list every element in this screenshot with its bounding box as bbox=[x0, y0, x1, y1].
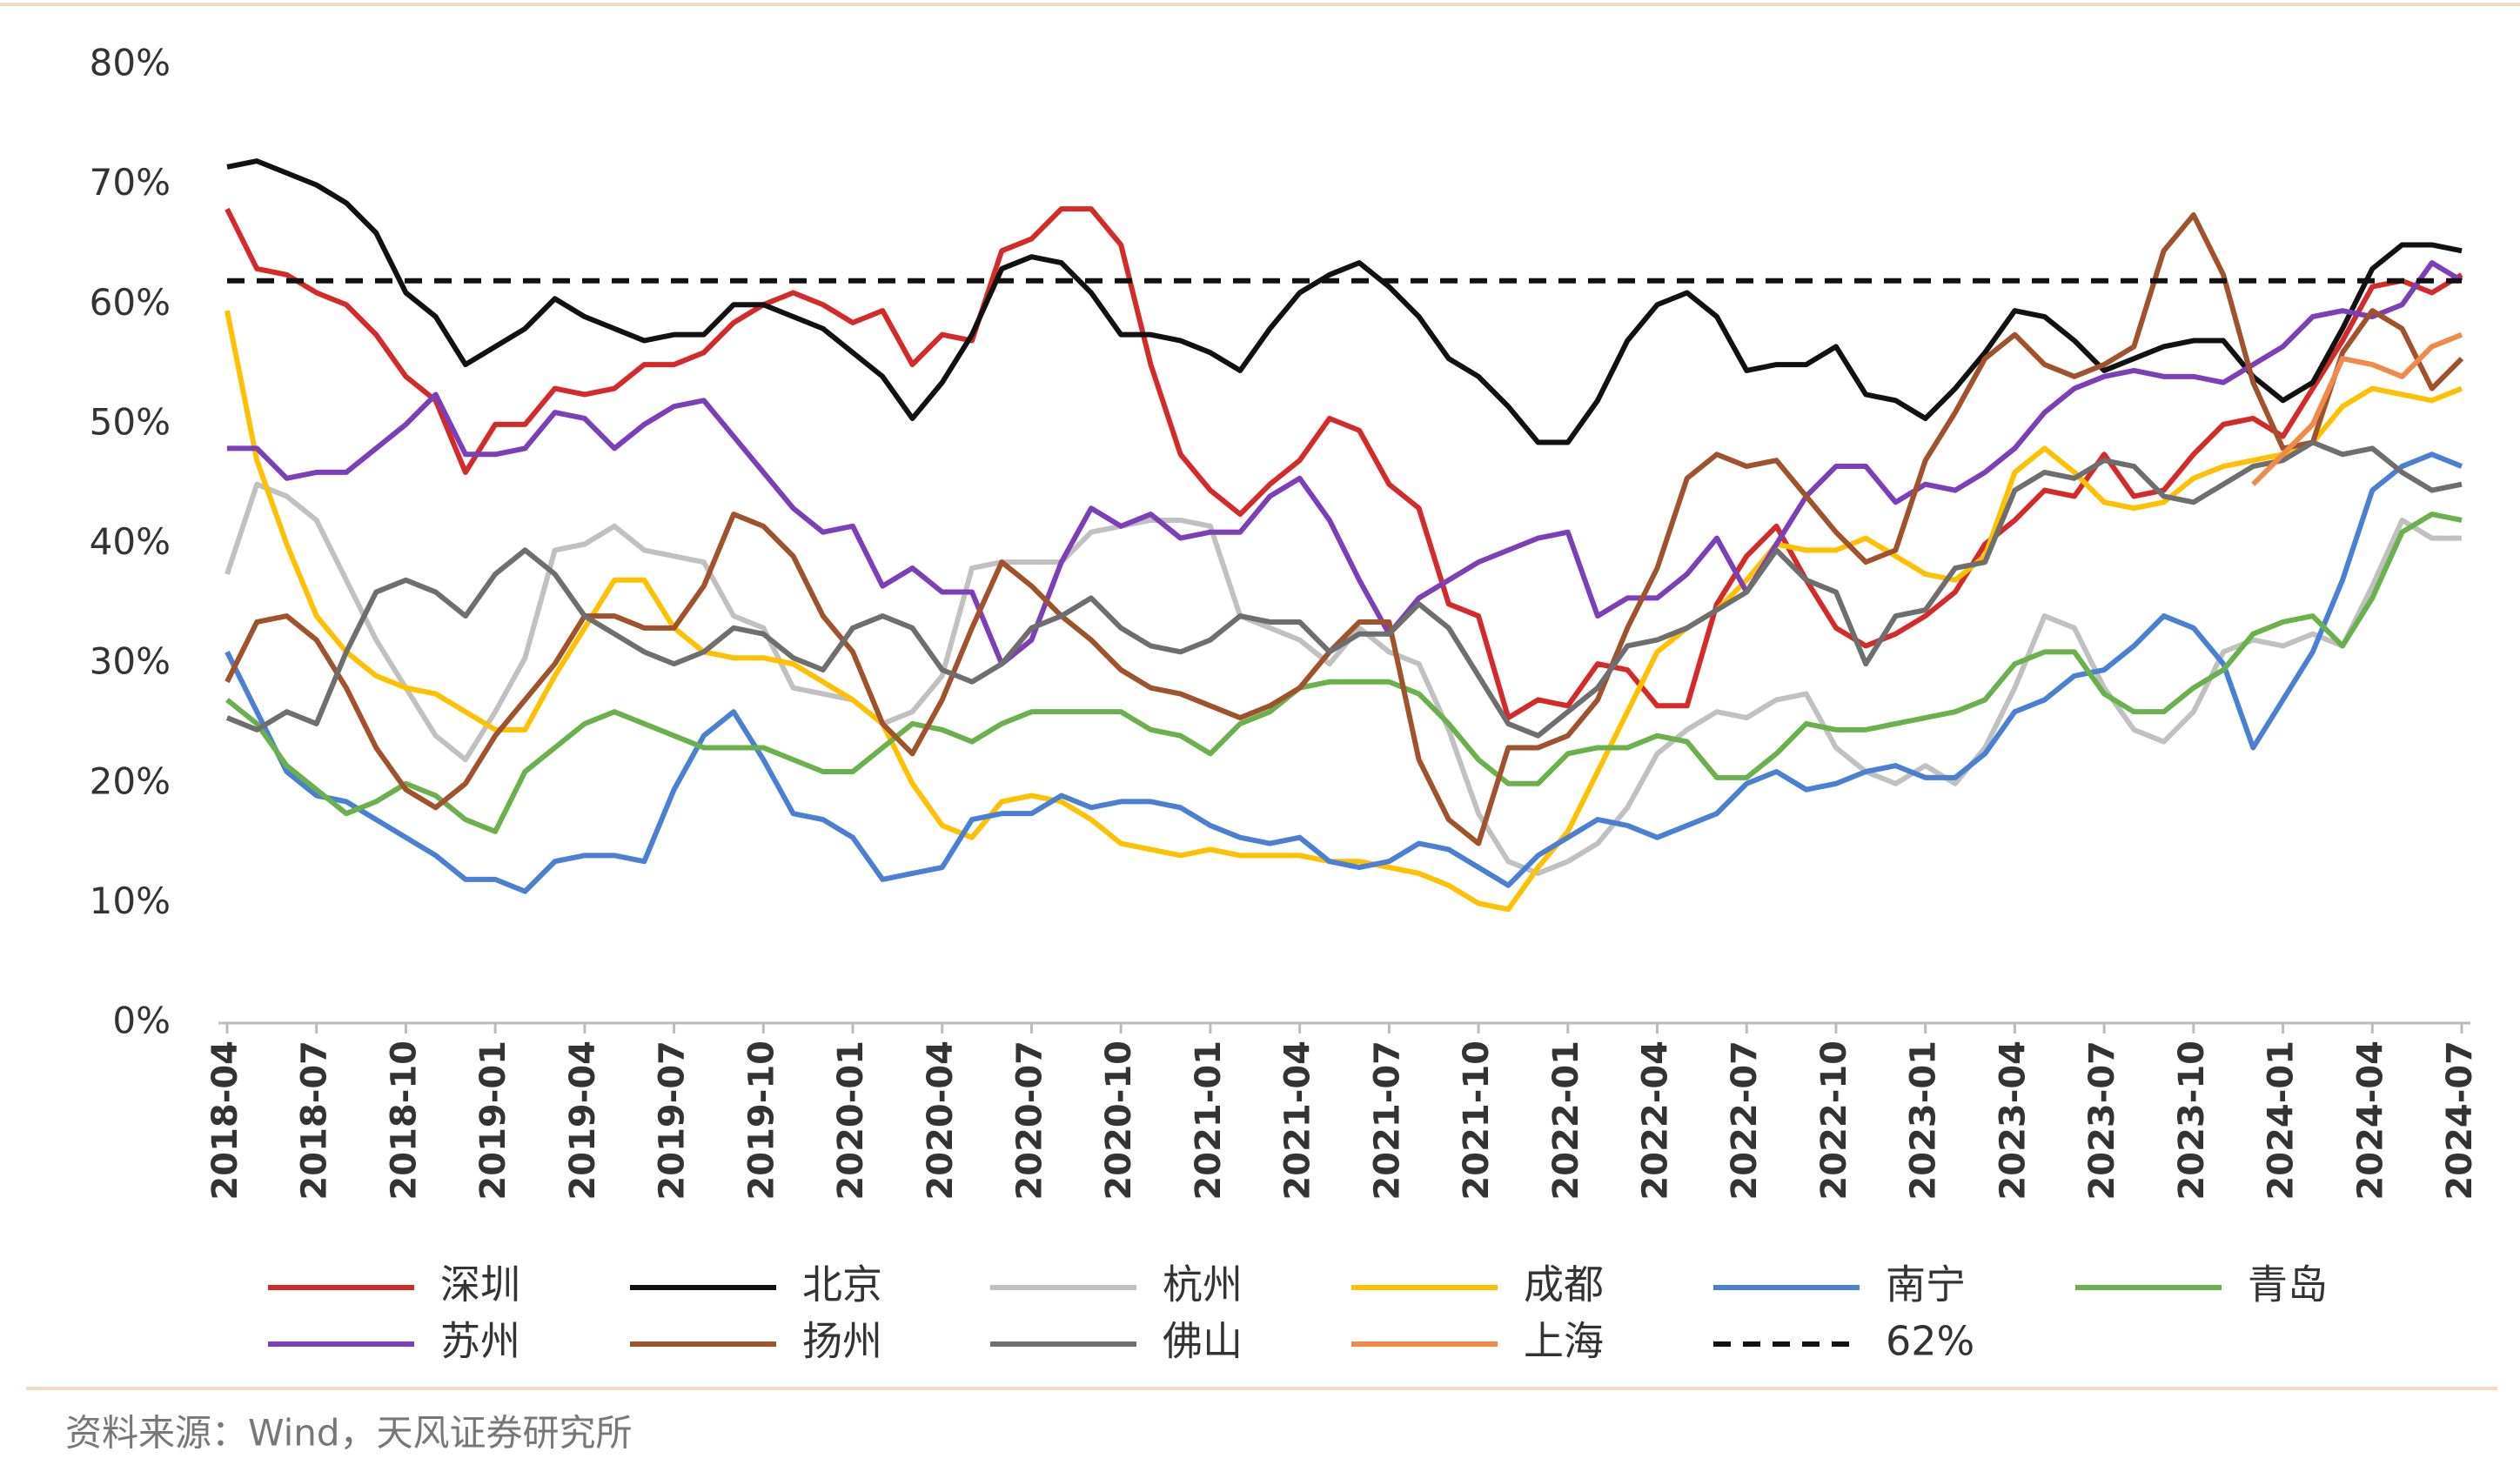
x-tick-label: 2019-01 bbox=[473, 1040, 513, 1201]
legend-label: 佛山 bbox=[1163, 1318, 1243, 1365]
series-line bbox=[225, 206, 2463, 721]
series-line bbox=[225, 439, 2463, 739]
x-tick-label: 2018-10 bbox=[384, 1040, 424, 1201]
x-tick-label: 2020-10 bbox=[1099, 1040, 1139, 1201]
y-tick-label: 60% bbox=[90, 281, 171, 324]
legend-label: 成都 bbox=[1524, 1261, 1604, 1308]
x-tick-label: 2022-01 bbox=[1546, 1040, 1586, 1201]
x-tick-label: 2020-01 bbox=[831, 1040, 871, 1201]
x-tick-label: 2021-07 bbox=[1367, 1040, 1407, 1201]
legend-label: 北京 bbox=[802, 1261, 882, 1308]
x-tick-label: 2021-10 bbox=[1457, 1040, 1497, 1201]
x-tick-label: 2019-10 bbox=[741, 1040, 781, 1201]
legend-label: 62% bbox=[1886, 1318, 1974, 1365]
series-line bbox=[226, 158, 2463, 445]
source-note: 资料来源：Wind，天风证券研究所 bbox=[65, 1412, 633, 1455]
y-tick-label: 70% bbox=[90, 161, 171, 204]
x-tick-label: 2024-01 bbox=[2262, 1040, 2302, 1201]
x-tick-label: 2024-04 bbox=[2350, 1040, 2390, 1201]
y-tick-label: 50% bbox=[90, 400, 171, 443]
x-tick-label: 2023-01 bbox=[1904, 1040, 1944, 1201]
x-tick-label: 2023-04 bbox=[1993, 1040, 2033, 1201]
series-line bbox=[2251, 331, 2463, 486]
y-tick-label: 40% bbox=[90, 520, 171, 563]
series-line bbox=[225, 481, 2462, 876]
legend-label: 苏州 bbox=[440, 1318, 520, 1365]
legend-label: 青岛 bbox=[2248, 1261, 2328, 1308]
x-tick-label: 2023-07 bbox=[2082, 1040, 2122, 1201]
x-tick-label: 2019-04 bbox=[563, 1040, 603, 1201]
series-line bbox=[227, 260, 2463, 667]
x-tick-label: 2021-04 bbox=[1278, 1040, 1318, 1201]
x-tick-label: 2021-01 bbox=[1189, 1040, 1229, 1201]
legend-label: 上海 bbox=[1524, 1318, 1604, 1365]
legend-label: 扬州 bbox=[802, 1318, 882, 1365]
legend-label: 深圳 bbox=[440, 1261, 520, 1308]
y-tick-label: 30% bbox=[90, 640, 171, 683]
x-tick-label: 2022-10 bbox=[1814, 1040, 1854, 1201]
series-line bbox=[225, 452, 2463, 894]
y-tick-label: 0% bbox=[112, 1000, 171, 1042]
series-line bbox=[225, 512, 2463, 834]
x-tick-label: 2022-07 bbox=[1725, 1040, 1765, 1201]
y-tick-label: 10% bbox=[90, 880, 171, 922]
x-tick-label: 2022-04 bbox=[1636, 1040, 1676, 1201]
x-tick-label: 2020-07 bbox=[1009, 1040, 1049, 1201]
x-tick-label: 2023-10 bbox=[2172, 1040, 2212, 1201]
x-tick-label: 2018-04 bbox=[205, 1040, 245, 1201]
series-line bbox=[225, 212, 2464, 846]
legend-label: 南宁 bbox=[1886, 1261, 1966, 1308]
y-tick-label: 20% bbox=[90, 759, 171, 802]
x-tick-label: 2018-07 bbox=[295, 1040, 335, 1201]
x-tick-label: 2024-07 bbox=[2440, 1040, 2480, 1201]
x-tick-label: 2020-04 bbox=[921, 1040, 961, 1201]
x-tick-label: 2019-07 bbox=[653, 1040, 693, 1201]
series-line bbox=[225, 310, 2463, 913]
y-tick-label: 80% bbox=[90, 42, 171, 84]
legend-label: 杭州 bbox=[1163, 1261, 1243, 1308]
